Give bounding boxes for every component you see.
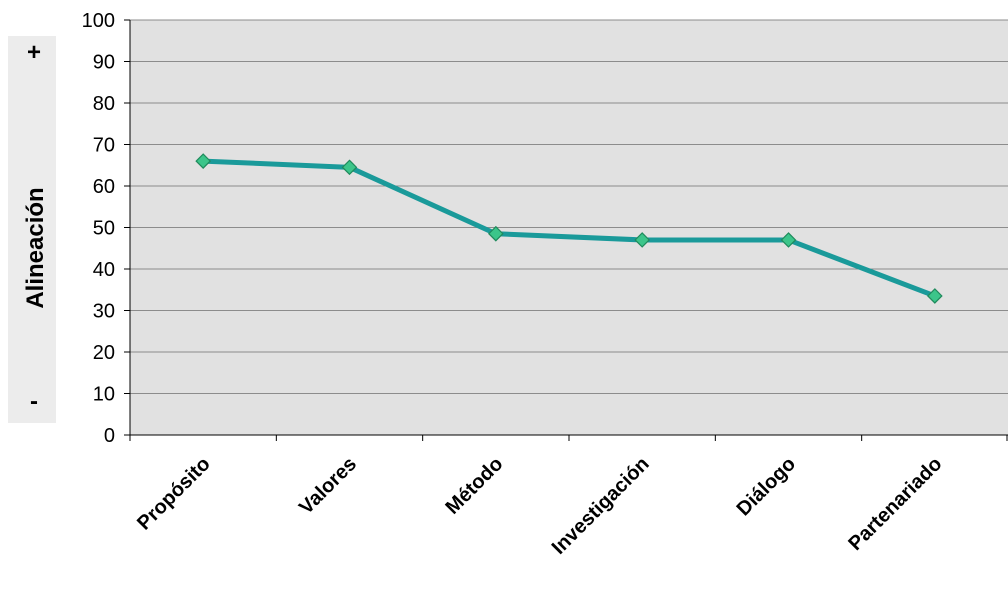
data-point [780,232,797,248]
x-tick-label: Propósito [133,453,215,535]
y-tick-label: 40 [93,259,115,281]
y-tick-label: 80 [93,93,115,115]
series-line [200,158,938,299]
data-point [195,153,212,169]
y-axis-title: Alineación [22,187,49,308]
data-point [926,288,943,304]
x-tick-label: Partenariado [844,453,946,555]
x-tick-labels: Propósito Valores Método Investigación Diálo… [133,453,946,559]
data-point [341,159,358,176]
y-tick-labels: 0 10 20 30 40 50 60 70 80 90 100 [82,10,115,447]
series [195,153,943,304]
x-tick-label: Valores [295,453,361,519]
ylabel-minus: - [30,388,38,415]
y-tick-label: 90 [93,52,115,74]
x-tick-label: Diálogo [733,453,800,520]
axes [124,19,1008,441]
ylabel-band [8,36,56,423]
data-point [634,232,651,248]
y-tick-label: 70 [93,135,115,157]
y-tick-label: 20 [93,342,115,364]
data-point [487,225,504,242]
x-tick-label: Investigación [548,453,654,559]
y-tick-label: 0 [104,425,115,447]
y-tick-label: 60 [93,176,115,198]
ylabel-plus: + [27,39,41,66]
y-tick-label: 10 [93,384,115,406]
y-tick-label: 30 [93,301,115,323]
y-tick-label: 50 [93,218,115,240]
y-tick-label: 100 [82,10,115,32]
x-tick-label: Método [442,453,508,519]
